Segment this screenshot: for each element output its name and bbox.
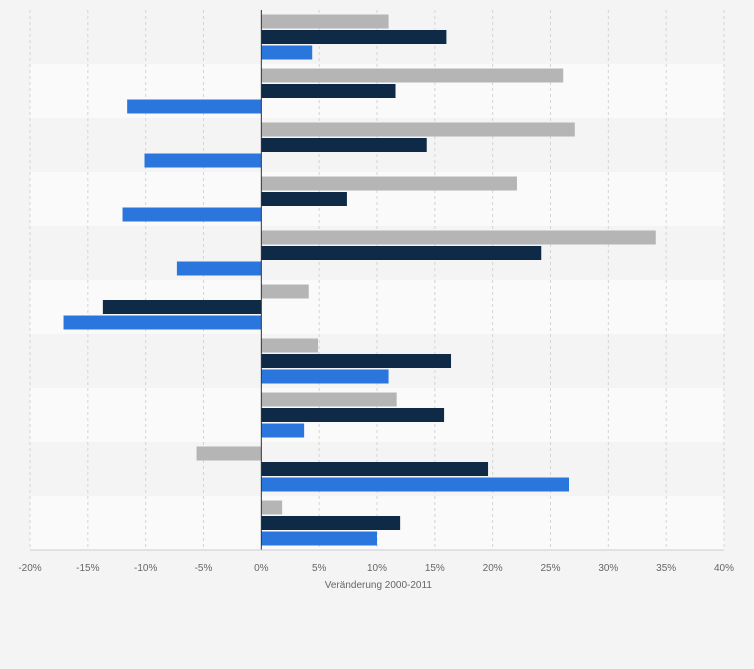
bar bbox=[122, 207, 262, 222]
x-tick-label: -20% bbox=[18, 563, 41, 574]
bar bbox=[63, 315, 262, 330]
bar bbox=[261, 246, 542, 260]
bar bbox=[261, 14, 389, 29]
x-tick-label: 40% bbox=[714, 563, 734, 574]
x-tick-label: 20% bbox=[483, 563, 503, 574]
bar bbox=[261, 84, 396, 98]
bar bbox=[261, 423, 305, 438]
bar bbox=[127, 99, 262, 114]
bar bbox=[261, 408, 445, 422]
bar bbox=[176, 261, 262, 276]
bar bbox=[261, 531, 377, 546]
gridlines bbox=[29, 10, 725, 550]
bar bbox=[261, 192, 347, 206]
x-axis-ticks: -20% -15% -10% -5% 0% 5% 10% 15% 20% 25% 30% 35% 40% bbox=[18, 563, 734, 574]
bar bbox=[261, 284, 309, 299]
x-tick-label: -5% bbox=[195, 563, 213, 574]
bar bbox=[261, 392, 397, 407]
bar bbox=[261, 354, 452, 368]
bar bbox=[144, 153, 262, 168]
x-tick-label: -10% bbox=[134, 563, 157, 574]
bar bbox=[261, 122, 575, 137]
bar bbox=[261, 500, 283, 515]
bar bbox=[102, 300, 262, 314]
x-tick-label: -15% bbox=[76, 563, 99, 574]
x-tick-label: 15% bbox=[425, 563, 445, 574]
x-axis-title: Veränderung 2000-2011 bbox=[325, 580, 433, 591]
bar bbox=[261, 30, 447, 44]
bar bbox=[261, 462, 489, 476]
bar bbox=[261, 516, 401, 530]
x-tick-label: 30% bbox=[598, 563, 618, 574]
bar bbox=[261, 369, 389, 384]
bar bbox=[261, 45, 313, 60]
x-tick-label: 35% bbox=[656, 563, 676, 574]
bar bbox=[261, 338, 319, 353]
bars bbox=[63, 14, 656, 546]
bar bbox=[261, 176, 517, 191]
x-tick-label: 25% bbox=[540, 563, 560, 574]
bar bbox=[261, 138, 427, 152]
bar bbox=[261, 477, 570, 492]
x-tick-label: 10% bbox=[367, 563, 387, 574]
x-tick-label: 0% bbox=[254, 563, 269, 574]
bar bbox=[261, 68, 564, 83]
x-tick-label: 5% bbox=[312, 563, 327, 574]
bar bbox=[196, 446, 262, 461]
bar bbox=[261, 230, 656, 245]
